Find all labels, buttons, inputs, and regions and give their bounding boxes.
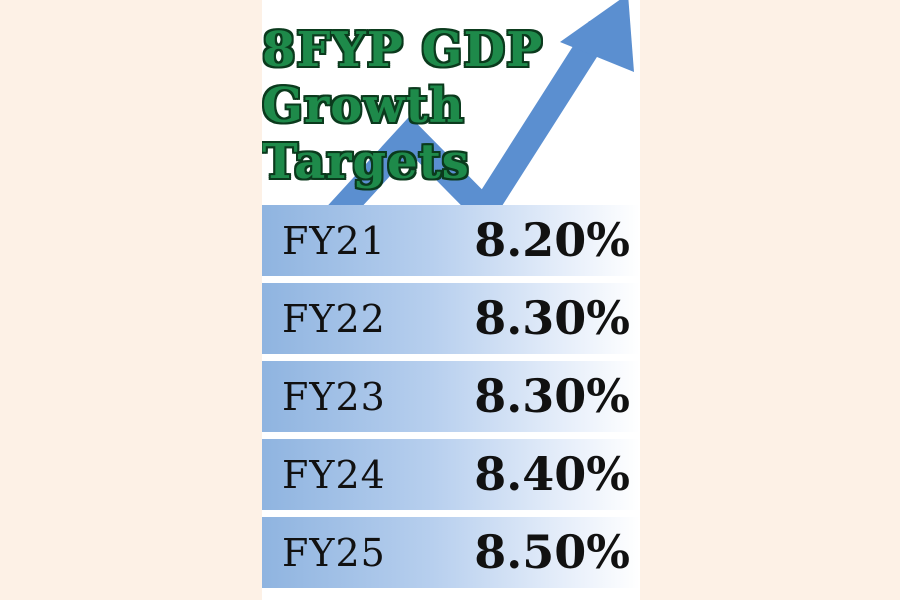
table-row-fy23: FY23 8.30% xyxy=(262,361,640,432)
growth-target-value: 8.50% xyxy=(474,525,630,579)
table-row-fy24: FY24 8.40% xyxy=(262,439,640,510)
growth-target-value: 8.40% xyxy=(474,447,630,501)
trend-arrow-line xyxy=(324,21,611,231)
table-row-fy22: FY22 8.30% xyxy=(262,283,640,354)
chart-title-line-2: Growth xyxy=(262,77,465,134)
chart-title: 8FYP GDP Growth Targets xyxy=(262,21,544,190)
table-row-fy25: FY25 8.50% xyxy=(262,517,640,588)
infographic-panel: 8FYP GDP Growth Targets FY21 8.20% FY22 … xyxy=(262,0,640,600)
fiscal-year-label: FY21 xyxy=(282,219,386,263)
upward-trend-arrow-icon xyxy=(324,0,634,231)
fiscal-year-label: FY25 xyxy=(282,531,386,575)
table-row-fy21: FY21 8.20% xyxy=(262,205,640,276)
fiscal-year-label: FY24 xyxy=(282,453,386,497)
growth-target-value: 8.30% xyxy=(474,291,630,345)
chart-title-line-3: Targets xyxy=(262,133,470,190)
fiscal-year-label: FY22 xyxy=(282,297,386,341)
growth-target-value: 8.20% xyxy=(474,213,630,267)
growth-target-table: FY21 8.20% FY22 8.30% FY23 8.30% FY24 8.… xyxy=(262,205,640,588)
chart-title-line-1: 8FYP GDP xyxy=(262,21,544,78)
trend-arrow-head xyxy=(560,0,634,72)
growth-target-value: 8.30% xyxy=(474,369,630,423)
fiscal-year-label: FY23 xyxy=(282,375,386,419)
